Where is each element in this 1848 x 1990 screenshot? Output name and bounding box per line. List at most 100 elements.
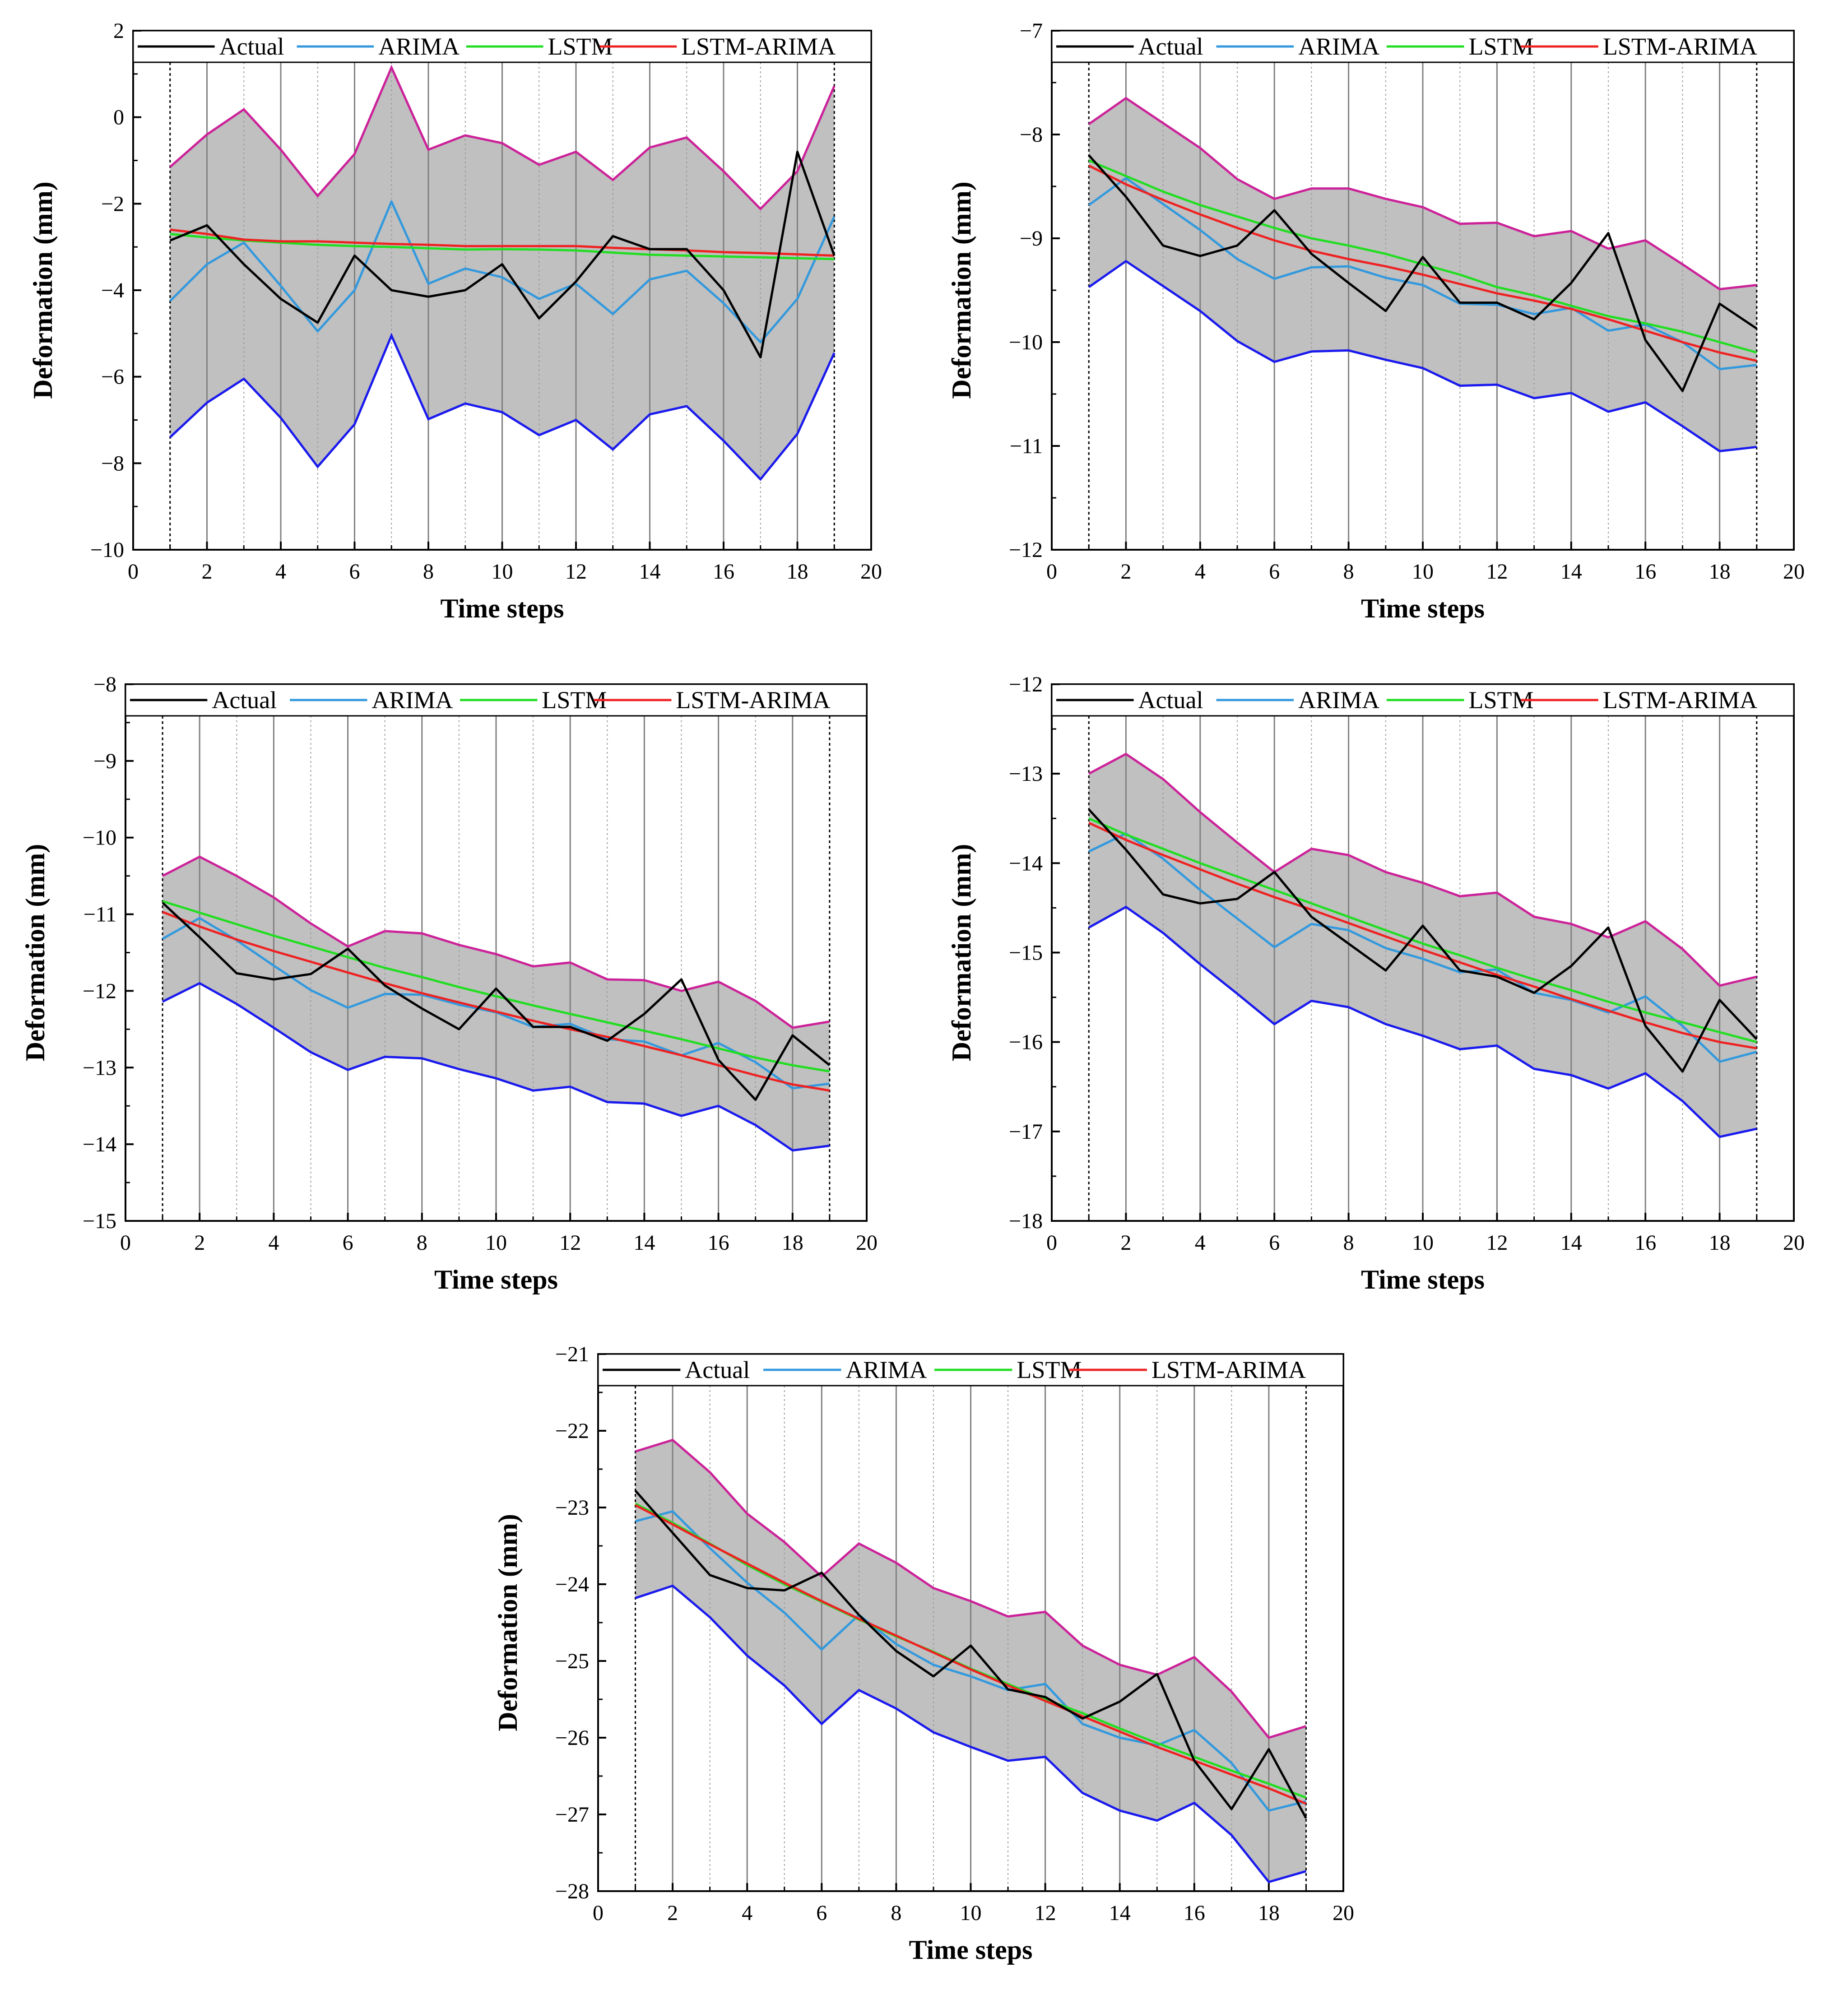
y-tick-label: −13	[1009, 762, 1043, 786]
x-tick-label: 12	[565, 560, 587, 584]
y-axis-title: Deformation (mm)	[20, 844, 50, 1062]
y-tick-label: −21	[555, 1342, 589, 1366]
x-tick-label: 4	[742, 1901, 752, 1925]
y-tick-label: −15	[83, 1209, 116, 1233]
y-tick-label: −23	[555, 1496, 589, 1520]
x-tick-label: 4	[275, 560, 286, 584]
x-tick-label: 16	[1184, 1901, 1205, 1925]
x-tick-label: 18	[1709, 560, 1731, 584]
y-axis-title: Deformation (mm)	[947, 844, 976, 1062]
legend-label-actual: Actual	[1138, 687, 1203, 714]
x-tick-label: 4	[1195, 560, 1206, 584]
y-axis-title: Deformation (mm)	[947, 181, 976, 399]
x-tick-label: 20	[860, 560, 882, 584]
x-tick-label: 2	[667, 1901, 678, 1925]
y-tick-label: −8	[1020, 123, 1043, 147]
x-tick-label: 8	[891, 1901, 901, 1925]
y-tick-label: −14	[83, 1132, 116, 1156]
x-tick-label: 0	[1046, 1231, 1057, 1255]
series-line-lstm	[1088, 817, 1757, 1044]
x-tick-label: 20	[856, 1231, 878, 1255]
legend-label-actual: Actual	[1138, 33, 1203, 60]
series-line-lstm-arima	[162, 911, 830, 1092]
x-tick-label: 0	[128, 560, 139, 584]
y-tick-label: −12	[1009, 538, 1043, 562]
series-line-actual	[1088, 808, 1758, 1073]
legend-label-actual: Actual	[219, 33, 284, 60]
x-tick-label: 0	[1046, 560, 1057, 584]
x-axis-title: Time steps	[1361, 1265, 1485, 1294]
upper-bound-line	[1088, 752, 1757, 987]
y-tick-label: −26	[555, 1726, 589, 1750]
x-axis-title: Time steps	[909, 1935, 1033, 1965]
x-tick-label: 8	[1343, 1231, 1354, 1255]
legend-label-arima: ARIMA	[1298, 687, 1379, 714]
x-tick-label: 18	[1258, 1901, 1280, 1925]
series-line-actual	[169, 150, 836, 359]
x-tick-label: 6	[816, 1901, 827, 1925]
series-line-lstm-arima	[1088, 821, 1757, 1050]
legend-label-actual: Actual	[212, 687, 277, 714]
legend-label-arima: ARIMA	[845, 1356, 927, 1383]
x-tick-label: 8	[417, 1231, 427, 1255]
series-line-arima	[635, 1510, 1307, 1812]
lower-bound-line	[1088, 905, 1757, 1138]
upper-bound-line	[1088, 97, 1757, 291]
x-tick-label: 18	[782, 1231, 803, 1255]
legend: Actual ARIMA LSTM LSTM-ARIMA	[125, 683, 868, 717]
y-tick-label: −9	[1020, 227, 1043, 250]
x-tick-label: 10	[960, 1901, 982, 1925]
x-tick-label: 16	[1634, 560, 1656, 584]
y-tick-label: −22	[555, 1419, 589, 1443]
y-tick-label: −15	[1009, 941, 1043, 965]
y-tick-label: −27	[555, 1803, 589, 1827]
x-tick-label: 14	[1560, 1231, 1582, 1255]
y-tick-label: −2	[101, 192, 124, 216]
x-tick-label: 12	[1486, 1231, 1508, 1255]
y-axis-title: Deformation (mm)	[28, 181, 58, 399]
x-axis-title: Time steps	[1361, 594, 1485, 623]
x-tick-label: 2	[194, 1231, 205, 1255]
x-tick-label: 14	[1560, 560, 1582, 584]
y-tick-label: −14	[1009, 851, 1043, 875]
x-tick-label: 14	[1109, 1901, 1131, 1925]
x-tick-label: 10	[1412, 1231, 1434, 1255]
x-tick-label: 2	[202, 560, 213, 584]
x-tick-label: 12	[559, 1231, 581, 1255]
upper-bound-line	[169, 65, 836, 211]
legend-label-lstm-arima: LSTM-ARIMA	[1603, 33, 1757, 60]
legend-label-arima: ARIMA	[371, 687, 453, 714]
x-tick-label: 2	[1120, 1231, 1131, 1255]
x-tick-label: 6	[1269, 560, 1280, 584]
y-tick-label: −12	[1009, 673, 1043, 696]
y-tick-label: −7	[1020, 19, 1043, 43]
legend: Actual ARIMA LSTM LSTM-ARIMA	[1051, 30, 1795, 63]
x-tick-label: 4	[1195, 1231, 1206, 1255]
y-tick-label: −13	[83, 1056, 116, 1080]
x-tick-label: 2	[1120, 560, 1131, 584]
x-tick-label: 14	[633, 1231, 655, 1255]
legend-label-lstm-arima: LSTM-ARIMA	[1152, 1356, 1306, 1383]
x-tick-label: 12	[1035, 1901, 1056, 1925]
x-tick-label: 10	[492, 560, 513, 584]
y-tick-label: −16	[1009, 1030, 1043, 1054]
lower-bound-line	[1088, 260, 1757, 453]
x-tick-label: 6	[349, 560, 360, 584]
upper-bound-line	[635, 1438, 1307, 1739]
lower-bound-line	[162, 982, 830, 1152]
series-line-lstm-arima	[170, 228, 835, 257]
series-line-arima	[1088, 832, 1757, 1063]
x-tick-label: 20	[1783, 560, 1805, 584]
y-tick-label: −12	[83, 979, 116, 1003]
x-tick-label: 18	[787, 560, 808, 584]
x-tick-label: 6	[343, 1231, 353, 1255]
legend: Actual ARIMA LSTM LSTM-ARIMA	[132, 30, 872, 63]
upper-bound-line	[162, 855, 830, 1029]
x-axis-title: Time steps	[441, 594, 564, 623]
x-tick-label: 18	[1709, 1231, 1731, 1255]
legend-label-lstm-arima: LSTM-ARIMA	[681, 33, 836, 60]
lower-bound-line	[169, 333, 836, 481]
